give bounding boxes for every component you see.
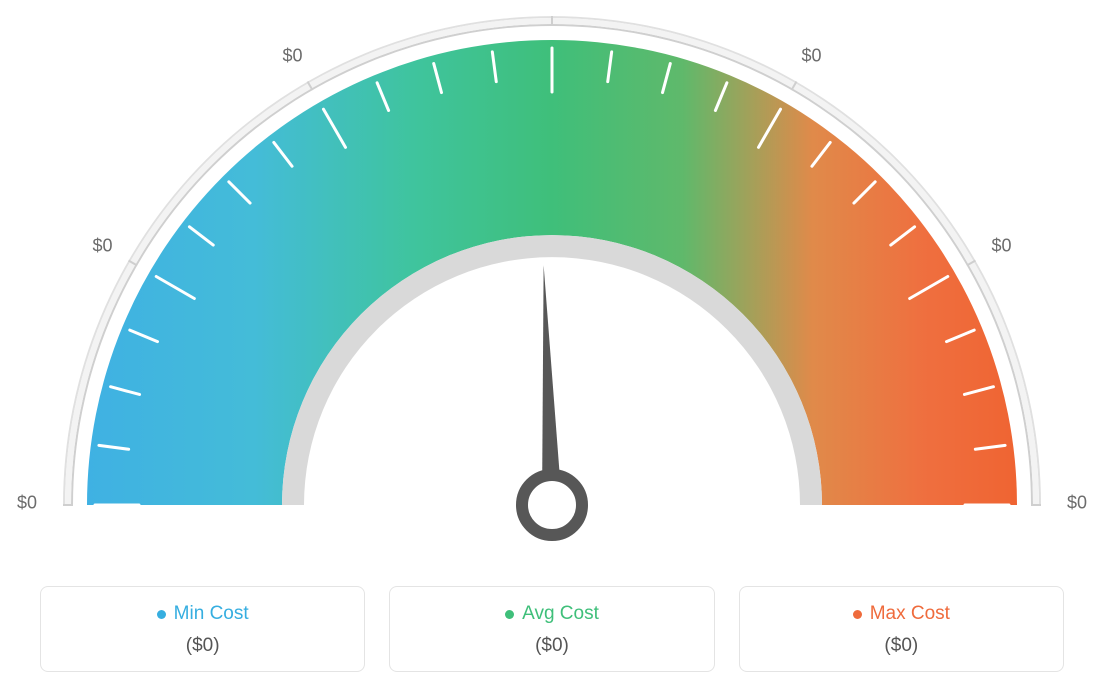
gauge-tick-label: $0: [1067, 493, 1087, 514]
gauge-area: $0$0$0$0$0$0$0: [0, 0, 1104, 560]
legend-dot-max: [853, 610, 862, 619]
legend-title-max: Max Cost: [750, 603, 1053, 625]
legend-value-min: ($0): [51, 635, 354, 657]
legend-label-min: Min Cost: [174, 603, 249, 625]
legend-value-avg: ($0): [400, 635, 703, 657]
gauge-tick-label: $0: [93, 235, 113, 256]
gauge-tick-label: $0: [282, 45, 302, 66]
legend-label-avg: Avg Cost: [522, 603, 599, 625]
legend-row: Min Cost ($0) Avg Cost ($0) Max Cost ($0…: [40, 586, 1064, 672]
legend-title-min: Min Cost: [51, 603, 354, 625]
gauge-tick-label: $0: [17, 493, 37, 514]
legend-card-min: Min Cost ($0): [40, 586, 365, 672]
legend-card-max: Max Cost ($0): [739, 586, 1064, 672]
gauge-tick-label: $0: [801, 45, 821, 66]
legend-dot-min: [157, 610, 166, 619]
legend-dot-avg: [505, 610, 514, 619]
gauge-svg: [0, 0, 1104, 560]
cost-gauge-chart: $0$0$0$0$0$0$0 Min Cost ($0) Avg Cost ($…: [0, 0, 1104, 690]
legend-card-avg: Avg Cost ($0): [389, 586, 714, 672]
legend-value-max: ($0): [750, 635, 1053, 657]
legend-title-avg: Avg Cost: [400, 603, 703, 625]
legend-label-max: Max Cost: [870, 603, 950, 625]
gauge-tick-label: $0: [991, 235, 1011, 256]
